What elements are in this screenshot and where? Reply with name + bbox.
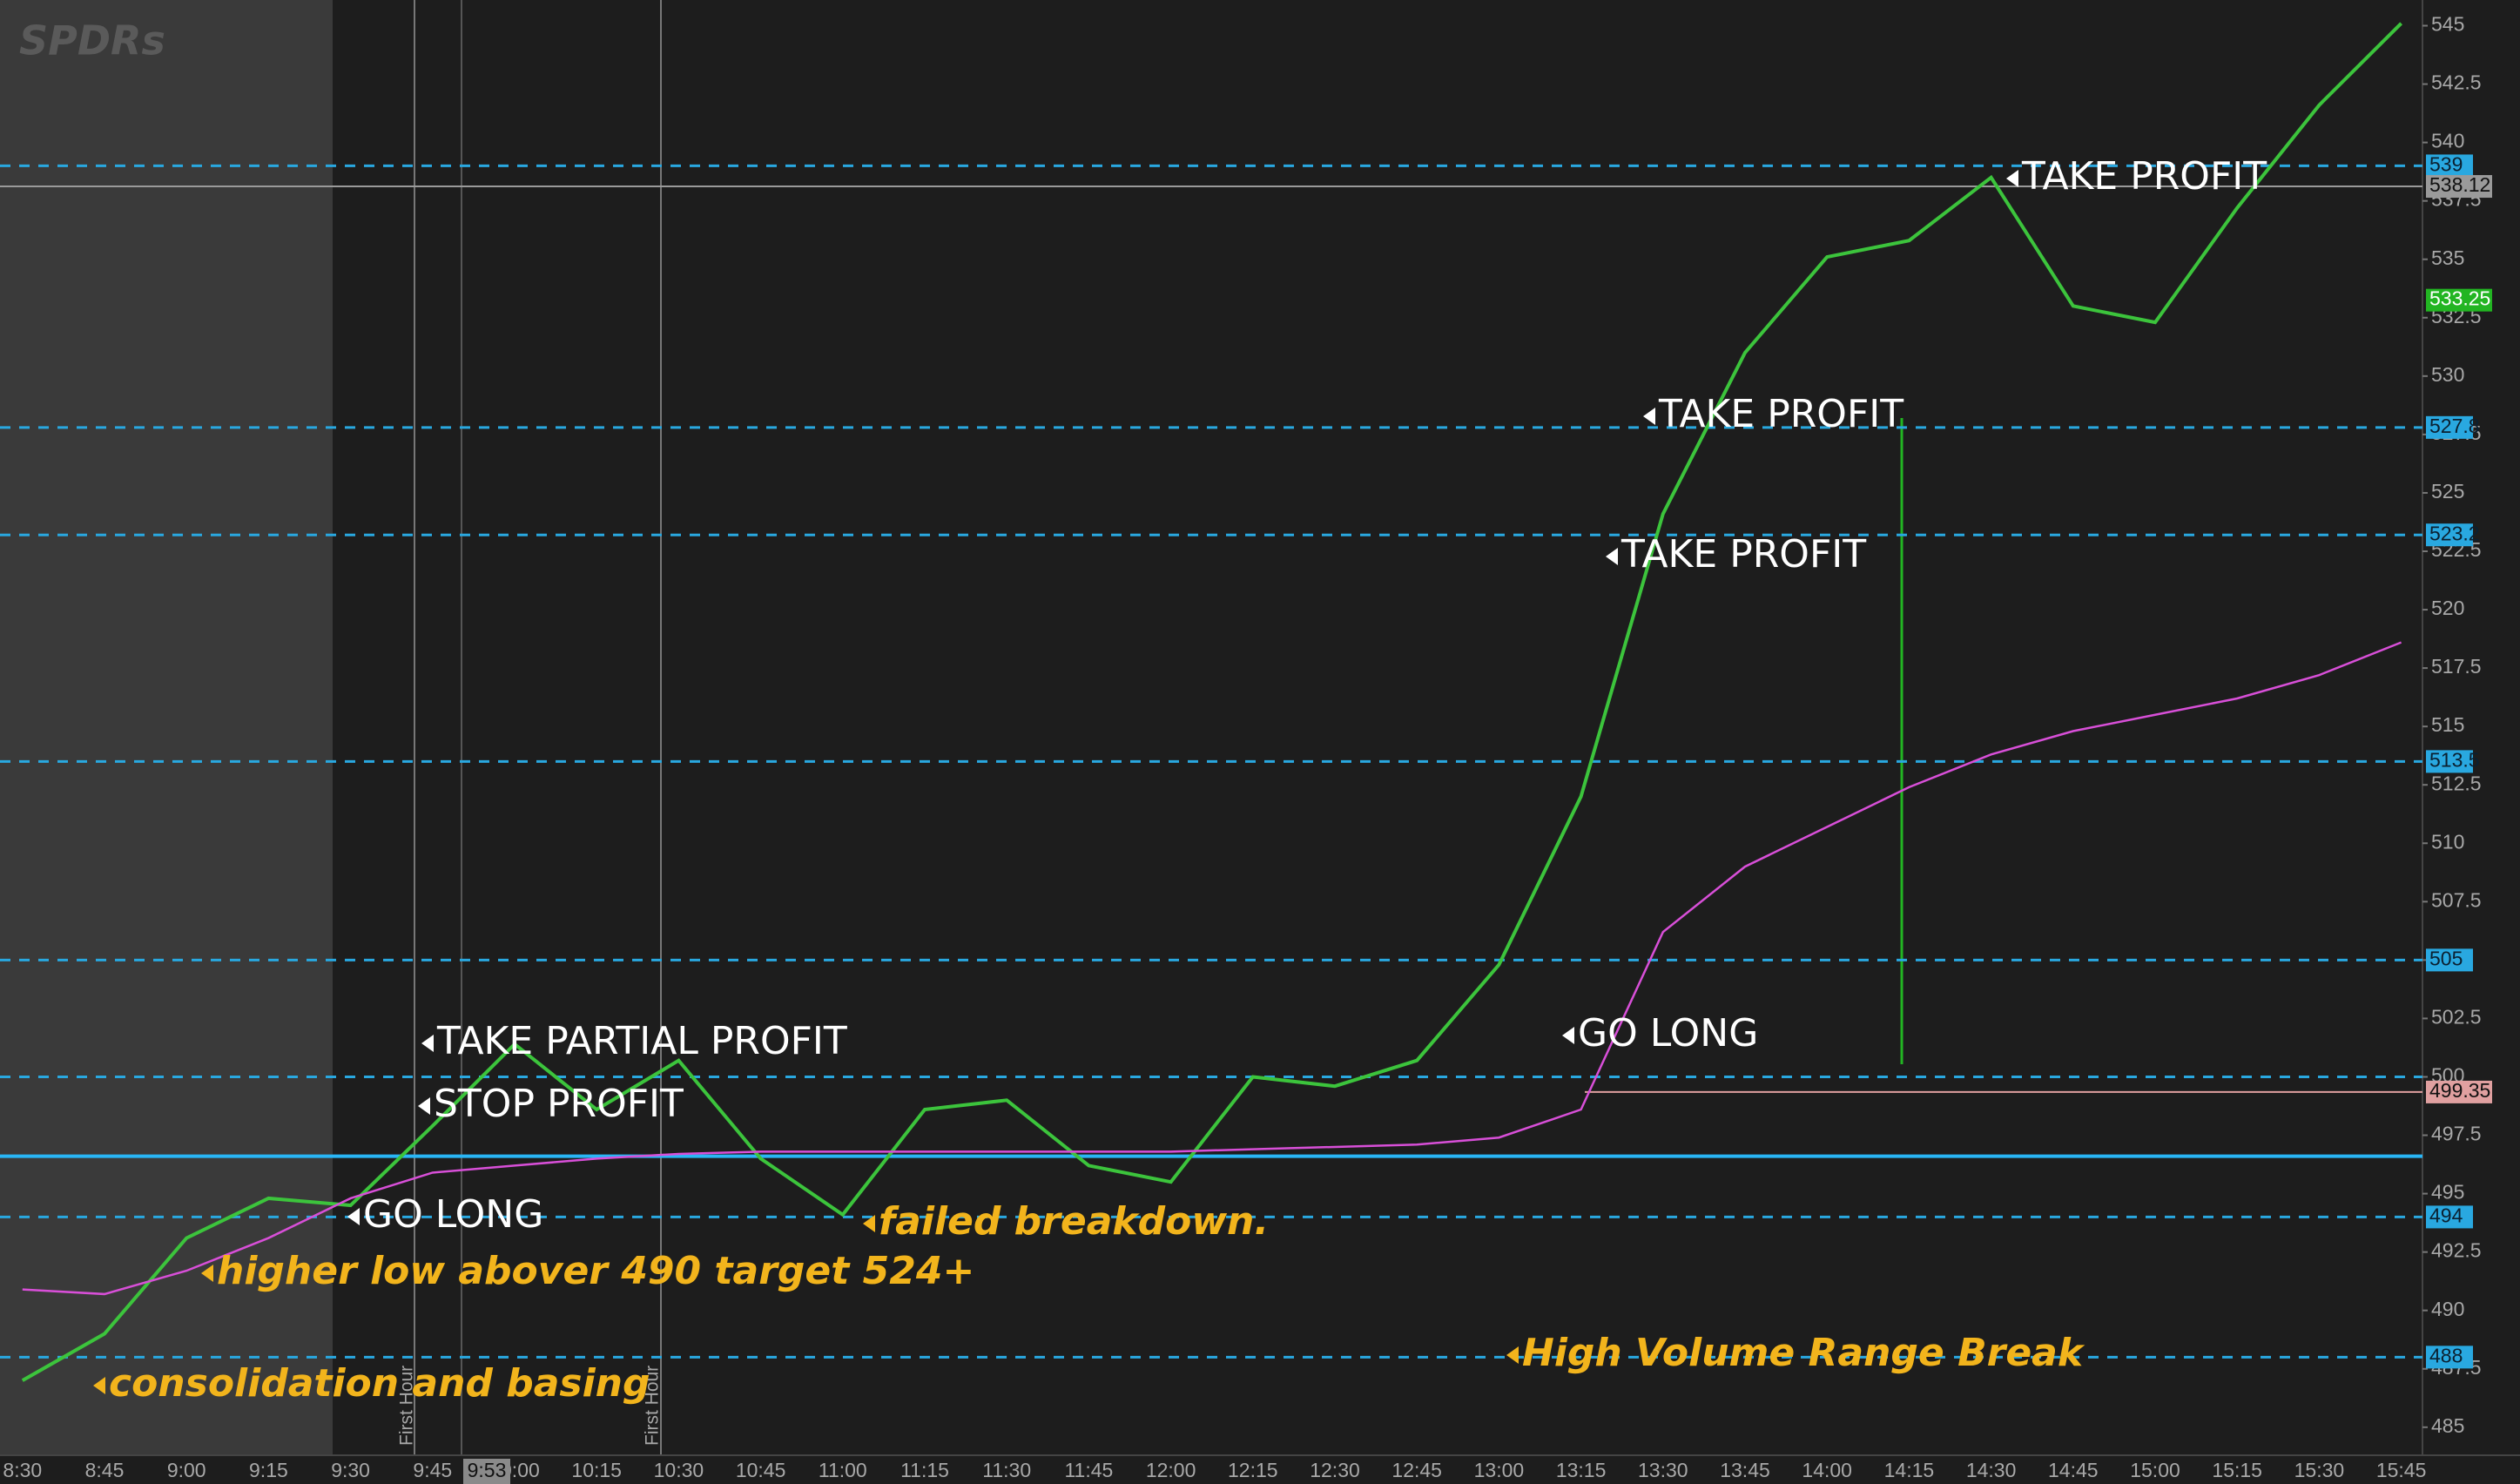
x-tick-label: 15:15 (2212, 1459, 2262, 1481)
note: consolidation and basing (109, 1361, 650, 1406)
vertical-label: First Hour (643, 1366, 663, 1446)
x-tick-label: 10:45 (736, 1459, 786, 1481)
y-tick-label: 490 (2431, 1298, 2464, 1320)
reference-label-box (2426, 1080, 2492, 1103)
reference-label: 538.12 (2429, 173, 2490, 196)
x-tick-label: 11:15 (900, 1459, 949, 1481)
annotation-arrow (201, 1265, 213, 1282)
x-tick-label: 11:45 (1064, 1459, 1113, 1481)
annotation-arrow (418, 1097, 430, 1115)
cursor-label: 9:53 (468, 1459, 507, 1481)
annotation-arrow (863, 1215, 875, 1232)
x-tick-label: 15:45 (2376, 1459, 2427, 1481)
x-tick-label: 13:00 (1474, 1459, 1525, 1481)
level-label-box (2426, 523, 2473, 547)
annotation-arrow (93, 1377, 105, 1394)
level-label-box (2426, 750, 2473, 773)
level-label: 523.2 (2429, 522, 2480, 544)
x-tick-label: 8:45 (85, 1459, 125, 1481)
level-label-box (2426, 948, 2473, 972)
x-tick-label: 12:45 (1391, 1459, 1442, 1481)
y-tick-label: 495 (2431, 1181, 2464, 1204)
y-tick-label: 510 (2431, 830, 2464, 853)
y-tick-label: 507.5 (2431, 888, 2482, 911)
price-marker-label: 533.25 (2429, 287, 2490, 310)
y-tick-label: 517.5 (2431, 655, 2482, 678)
y-tick-label: 512.5 (2431, 772, 2482, 794)
price-line (21, 22, 2403, 1382)
level-label: 527.8 (2429, 415, 2480, 437)
x-tick-label: 14:30 (1966, 1459, 2017, 1481)
annotation-arrow (421, 1035, 434, 1052)
y-tick-label: 545 (2431, 13, 2464, 36)
y-tick-label: 515 (2431, 713, 2464, 736)
x-tick-label: 14:00 (1802, 1459, 1852, 1481)
level-label: 513.5 (2429, 748, 2480, 771)
y-tick-label: 525 (2431, 480, 2464, 503)
x-tick-label: 9:15 (249, 1459, 288, 1481)
note: High Volume Range Break (1522, 1331, 2085, 1375)
x-tick-label: 10:30 (654, 1459, 704, 1481)
y-tick-label: 540 (2431, 130, 2464, 152)
annotation: TAKE PARTIAL PROFIT (436, 1019, 847, 1063)
y-tick-label: 520 (2431, 597, 2464, 619)
logo: SPDRs (19, 17, 165, 64)
annotation-arrow (1643, 408, 1655, 425)
annotation: GO LONG (363, 1192, 543, 1237)
annotation: TAKE PROFIT (1620, 532, 1866, 577)
level-label-box (2426, 415, 2473, 439)
level-label-box (2426, 154, 2473, 178)
y-tick-label: 542.5 (2431, 71, 2482, 94)
annotation: TAKE PROFIT (1658, 392, 1903, 436)
y-tick-label: 485 (2431, 1414, 2464, 1437)
vwap-line (22, 641, 2402, 1296)
x-tick-label: 9:45 (413, 1459, 452, 1481)
annotation: STOP PROFIT (434, 1082, 684, 1126)
annotation-arrow (347, 1208, 360, 1225)
y-tick-label: 502.5 (2431, 1006, 2482, 1029)
annotation-arrow (1562, 1027, 1574, 1044)
x-tick-label: 10:15 (571, 1459, 622, 1481)
x-tick-label: 15:30 (2294, 1459, 2345, 1481)
level-label: 505 (2429, 947, 2463, 969)
annotation-arrow (1606, 548, 1618, 565)
vertical-label: First Hour (397, 1366, 417, 1446)
level-label: 539 (2429, 153, 2463, 176)
y-tick-label: 530 (2431, 363, 2464, 386)
annotation: TAKE PROFIT (2021, 154, 2267, 199)
level-label: 488 (2429, 1344, 2463, 1366)
annotation-arrow (2006, 170, 2018, 187)
annotation: GO LONG (1578, 1011, 1758, 1056)
x-tick-label: 14:15 (1884, 1459, 1935, 1481)
premarket-shade (0, 0, 333, 1455)
level-label: 494 (2429, 1204, 2463, 1226)
y-tick-label: 535 (2431, 246, 2464, 269)
x-tick-label: 13:45 (1720, 1459, 1770, 1481)
annotation-arrow (1506, 1346, 1519, 1364)
x-tick-label: 8:30 (3, 1459, 42, 1481)
y-tick-label: 492.5 (2431, 1239, 2482, 1262)
x-tick-label: 13:30 (1638, 1459, 1688, 1481)
x-tick-label: 12:00 (1146, 1459, 1196, 1481)
cursor-box (463, 1459, 510, 1484)
note: higher low abover 490 target 524+ (217, 1249, 974, 1293)
x-tick-label: 12:30 (1310, 1459, 1360, 1481)
reference-label-box (2426, 175, 2492, 199)
x-tick-label: 9:30 (331, 1459, 370, 1481)
price-marker-box (2426, 288, 2492, 312)
x-tick-label: 14:45 (2048, 1459, 2099, 1481)
level-label-box (2426, 1346, 2473, 1369)
x-tick-label: 13:15 (1556, 1459, 1607, 1481)
y-tick-label: 497.5 (2431, 1123, 2482, 1145)
x-tick-label: 11:30 (982, 1459, 1031, 1481)
note: failed breakdown. (879, 1199, 1269, 1244)
x-tick-label: 12:15 (1228, 1459, 1278, 1481)
x-tick-label: 11:00 (819, 1459, 867, 1481)
level-label-box (2426, 1205, 2473, 1229)
x-tick-label: 9:00 (167, 1459, 206, 1481)
x-tick-label: 15:00 (2130, 1459, 2180, 1481)
reference-label: 499.35 (2429, 1079, 2490, 1102)
